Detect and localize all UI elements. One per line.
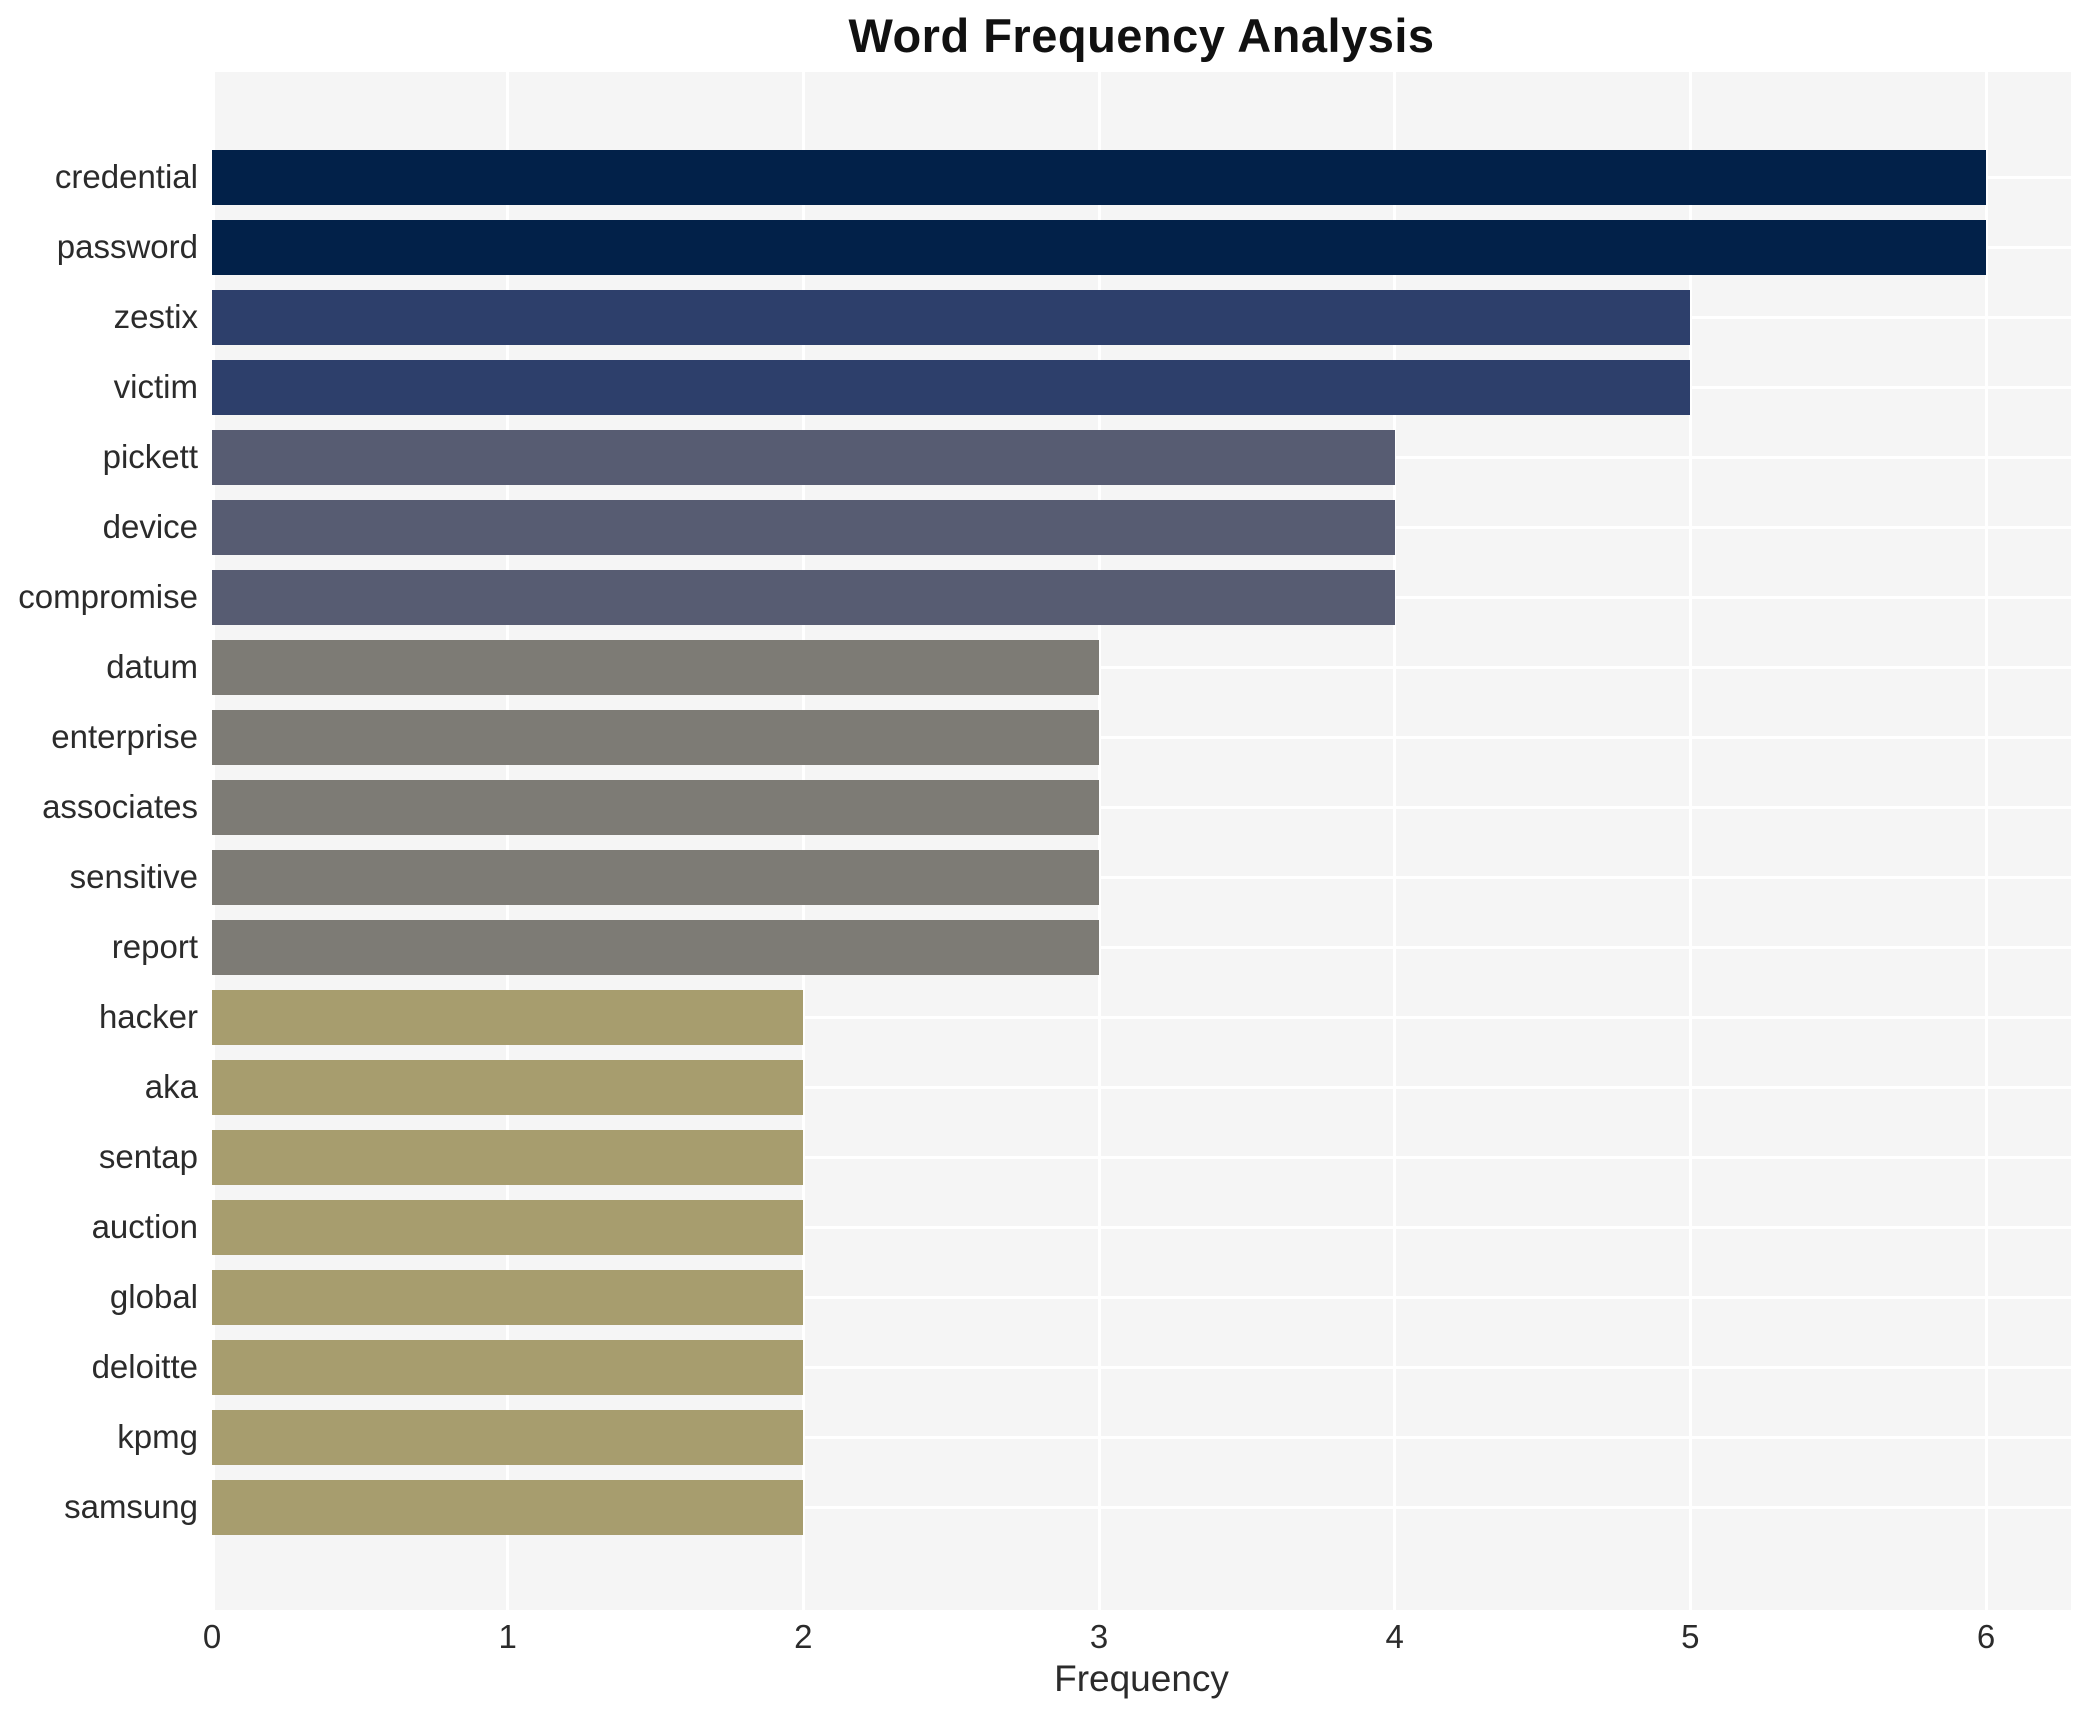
x-tick-label: 5: [1681, 1618, 1700, 1655]
y-tick-label: compromise: [18, 578, 198, 615]
bar-aka: [212, 1059, 804, 1115]
y-tick-label: sensitive: [69, 858, 198, 895]
horizontal-gridline: [212, 945, 2071, 949]
y-tick-label: sentap: [98, 1138, 198, 1175]
x-tick-label: 4: [1385, 1618, 1404, 1655]
horizontal-gridline: [212, 1015, 2071, 1019]
horizontal-gridline: [212, 1225, 2071, 1229]
y-tick-label: enterprise: [51, 718, 198, 755]
horizontal-gridline: [212, 1155, 2071, 1159]
y-tick-label: victim: [113, 368, 198, 405]
x-tick-label: 1: [498, 1618, 517, 1655]
y-tick-label: deloitte: [91, 1348, 198, 1385]
horizontal-gridline: [212, 875, 2071, 879]
x-tick-label: 0: [202, 1618, 222, 1655]
vertical-gridline: [1984, 72, 1988, 1610]
y-tick-label: auction: [91, 1208, 198, 1245]
bar-sensitive: [212, 849, 1099, 905]
bar-deloitte: [212, 1339, 804, 1395]
bar-compromise: [212, 569, 1395, 625]
y-tick-label: credential: [54, 158, 198, 195]
horizontal-gridline: [212, 1435, 2071, 1439]
horizontal-gridline: [212, 735, 2071, 739]
y-tick-label: kpmg: [117, 1418, 198, 1455]
y-tick-label: samsung: [64, 1488, 198, 1525]
bar-report: [212, 919, 1099, 975]
y-tick-label: device: [102, 508, 198, 545]
bar-credential: [212, 149, 1986, 205]
y-tick-label: aka: [144, 1068, 198, 1105]
y-tick-label: global: [109, 1278, 198, 1315]
horizontal-gridline: [212, 1365, 2071, 1369]
y-tick-label: zestix: [113, 298, 198, 335]
vertical-gridline: [1097, 72, 1101, 1610]
horizontal-gridline: [212, 1505, 2071, 1509]
vertical-gridline: [1688, 72, 1692, 1610]
bar-datum: [212, 639, 1099, 695]
y-tick-label: report: [111, 928, 198, 965]
y-tick-label: datum: [106, 648, 198, 685]
x-tick-label: 3: [1089, 1618, 1109, 1655]
horizontal-gridline: [212, 665, 2071, 669]
x-tick-label: 6: [1976, 1618, 1996, 1655]
bar-samsung: [212, 1479, 804, 1535]
vertical-gridline: [212, 72, 215, 1610]
horizontal-gridline: [212, 805, 2071, 809]
bar-victim: [212, 359, 1691, 415]
bar-global: [212, 1269, 804, 1325]
bar-password: [212, 219, 1986, 275]
bar-hacker: [212, 989, 804, 1045]
x-tick-label: 2: [794, 1618, 813, 1655]
bar-enterprise: [212, 709, 1099, 765]
bar-sentap: [212, 1129, 804, 1185]
chart-title: Word Frequency Analysis: [848, 9, 1435, 62]
horizontal-gridline: [212, 1295, 2071, 1299]
horizontal-gridline: [212, 1085, 2071, 1089]
y-tick-label: hacker: [98, 998, 198, 1035]
y-tick-label: associates: [42, 788, 198, 825]
bar-kpmg: [212, 1409, 804, 1465]
bar-auction: [212, 1199, 804, 1255]
plot-area: [212, 72, 2071, 1610]
vertical-gridline: [506, 72, 510, 1610]
x-axis-label: Frequency: [1054, 1658, 1229, 1699]
y-tick-label: password: [56, 228, 198, 265]
bar-zestix: [212, 289, 1691, 345]
bar-pickett: [212, 429, 1395, 485]
bar-device: [212, 499, 1395, 555]
vertical-gridline: [1393, 72, 1397, 1610]
y-tick-label: pickett: [102, 438, 198, 475]
vertical-gridline: [801, 72, 805, 1610]
bar-associates: [212, 779, 1099, 835]
